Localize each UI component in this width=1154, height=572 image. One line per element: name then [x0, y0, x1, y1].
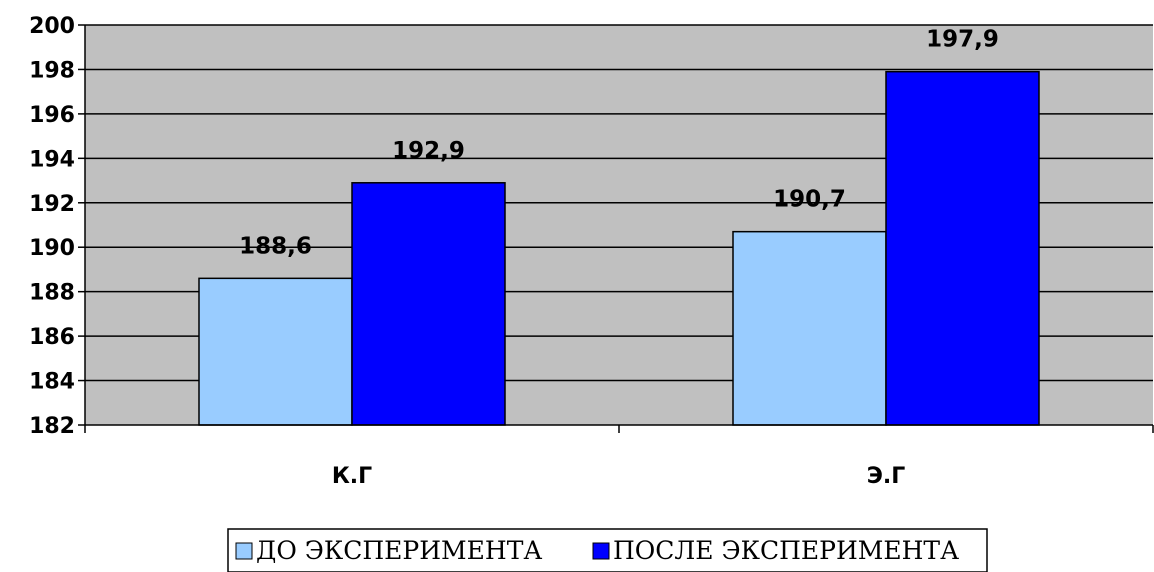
y-tick-label: 188 [29, 281, 75, 306]
legend: ДО ЭКСПЕРИМЕНТА ПОСЛЕ ЭКСПЕРИМЕНТА [227, 528, 988, 572]
y-tick-labels: 182 184 186 188 190 192 194 196 198 200 [29, 14, 75, 439]
value-labels: 188,6 192,9 190,7 197,9 [239, 27, 999, 260]
bars [198, 70, 1040, 426]
bar [198, 277, 353, 426]
legend-swatch-after [592, 542, 610, 560]
y-tick-label: 190 [29, 236, 75, 261]
legend-box [227, 528, 988, 572]
y-tick-label: 182 [29, 414, 75, 439]
y-tick-label: 184 [29, 370, 75, 395]
bar [732, 230, 887, 426]
legend-swatch-before [235, 542, 253, 560]
data-label: 190,7 [773, 187, 846, 213]
bar [351, 182, 506, 426]
y-tick-label: 192 [29, 192, 75, 217]
data-label: 188,6 [239, 233, 312, 259]
legend-label-before: ДО ЭКСПЕРИМЕНТА [256, 536, 542, 565]
y-tick-label: 186 [29, 325, 75, 350]
y-tick-label: 194 [29, 147, 75, 172]
category-labels: К.Г Э.Г [332, 464, 905, 489]
category-label: К.Г [332, 464, 372, 489]
y-tick-label: 200 [29, 14, 75, 39]
data-label: 192,9 [392, 138, 465, 164]
category-label: Э.Г [867, 464, 906, 489]
axis-ticks [78, 24, 1154, 433]
y-tick-label: 198 [29, 58, 75, 83]
y-tick-label: 196 [29, 103, 75, 128]
data-label: 197,9 [926, 27, 999, 53]
legend-label-after: ПОСЛЕ ЭКСПЕРИМЕНТА [613, 536, 959, 565]
bar [885, 70, 1040, 426]
